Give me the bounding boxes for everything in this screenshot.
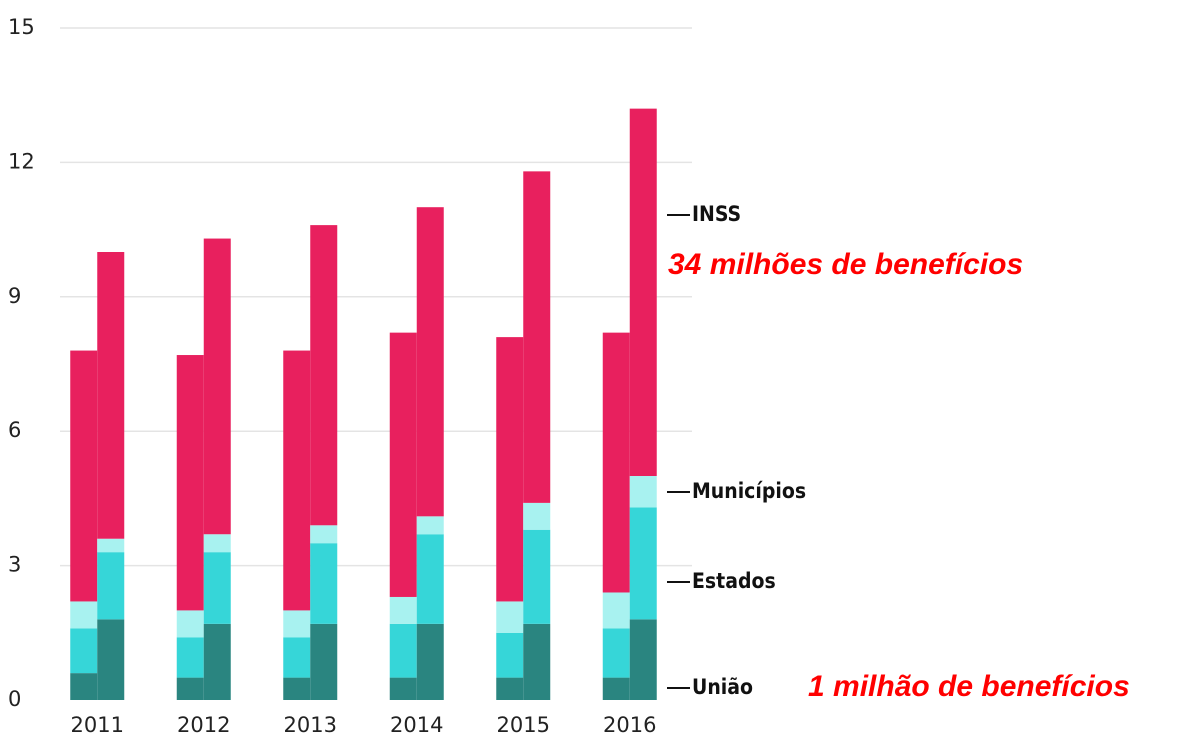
- bar-segment: [416, 207, 444, 517]
- x-tick-label: 2013: [284, 713, 337, 737]
- x-tick-label: 2011: [71, 713, 124, 737]
- bar-segment: [629, 108, 657, 476]
- bar-segment: [283, 637, 311, 678]
- bar-segment: [416, 534, 444, 624]
- bar-segment: [629, 619, 657, 700]
- bar-segment: [602, 628, 630, 678]
- bar-segment: [496, 337, 524, 602]
- legend-label: União: [692, 675, 753, 699]
- bar-segment: [310, 525, 338, 544]
- y-tick-label: 12: [8, 149, 35, 173]
- bar-segment: [97, 252, 125, 539]
- bar-segment: [70, 350, 98, 602]
- legend-label: Estados: [692, 569, 776, 593]
- bar-segment: [283, 610, 311, 638]
- bar-segment: [283, 677, 311, 700]
- bar-segment: [389, 677, 417, 700]
- bar-segment: [70, 673, 98, 700]
- bar-segment: [416, 623, 444, 700]
- bar-segment: [496, 632, 524, 678]
- x-tick-label: 2016: [603, 713, 656, 737]
- x-tick-label: 2014: [390, 713, 443, 737]
- bar-segment: [416, 516, 444, 535]
- bar-segment: [203, 238, 231, 535]
- bar-segment: [523, 502, 551, 530]
- x-tick-label: 2012: [177, 713, 230, 737]
- annotation: 34 milhões de benefícios: [668, 248, 1023, 281]
- bar-segment: [602, 592, 630, 629]
- bar-segment: [203, 623, 231, 700]
- bar-segment: [602, 677, 630, 700]
- bar-segment: [97, 538, 125, 553]
- bar-segment: [97, 619, 125, 700]
- bar-segment: [176, 355, 204, 611]
- bar-segment: [523, 171, 551, 503]
- bar-segment: [389, 332, 417, 597]
- legend-label: Municípios: [692, 479, 806, 503]
- annotation: 1 milhão de benefícios: [808, 670, 1130, 703]
- bar-segment: [496, 677, 524, 700]
- bar-segment: [310, 623, 338, 700]
- y-tick-label: 15: [8, 15, 35, 39]
- y-tick-label: 6: [8, 418, 21, 442]
- bar-segment: [523, 529, 551, 624]
- bar-segment: [70, 628, 98, 674]
- bar-segment: [310, 543, 338, 624]
- bar-segment: [203, 552, 231, 624]
- y-tick-label: 3: [8, 553, 21, 577]
- bar-segment: [496, 601, 524, 633]
- bar-segment: [283, 350, 311, 611]
- legend-label: INSS: [692, 202, 741, 226]
- bar-segment: [389, 596, 417, 624]
- bar-segment: [70, 601, 98, 629]
- bar-segment: [310, 225, 338, 526]
- bar-segment: [203, 534, 231, 553]
- y-tick-label: 0: [8, 687, 21, 711]
- bar-segment: [176, 677, 204, 700]
- bar-segment: [97, 552, 125, 620]
- bar-segment: [176, 637, 204, 678]
- x-tick-label: 2015: [497, 713, 550, 737]
- bar-segment: [523, 623, 551, 700]
- bar-segment: [629, 507, 657, 620]
- bar-segment: [629, 476, 657, 508]
- bar-segment: [176, 610, 204, 638]
- bar-segment: [389, 623, 417, 678]
- bar-segment: [602, 332, 630, 593]
- y-tick-label: 9: [8, 284, 21, 308]
